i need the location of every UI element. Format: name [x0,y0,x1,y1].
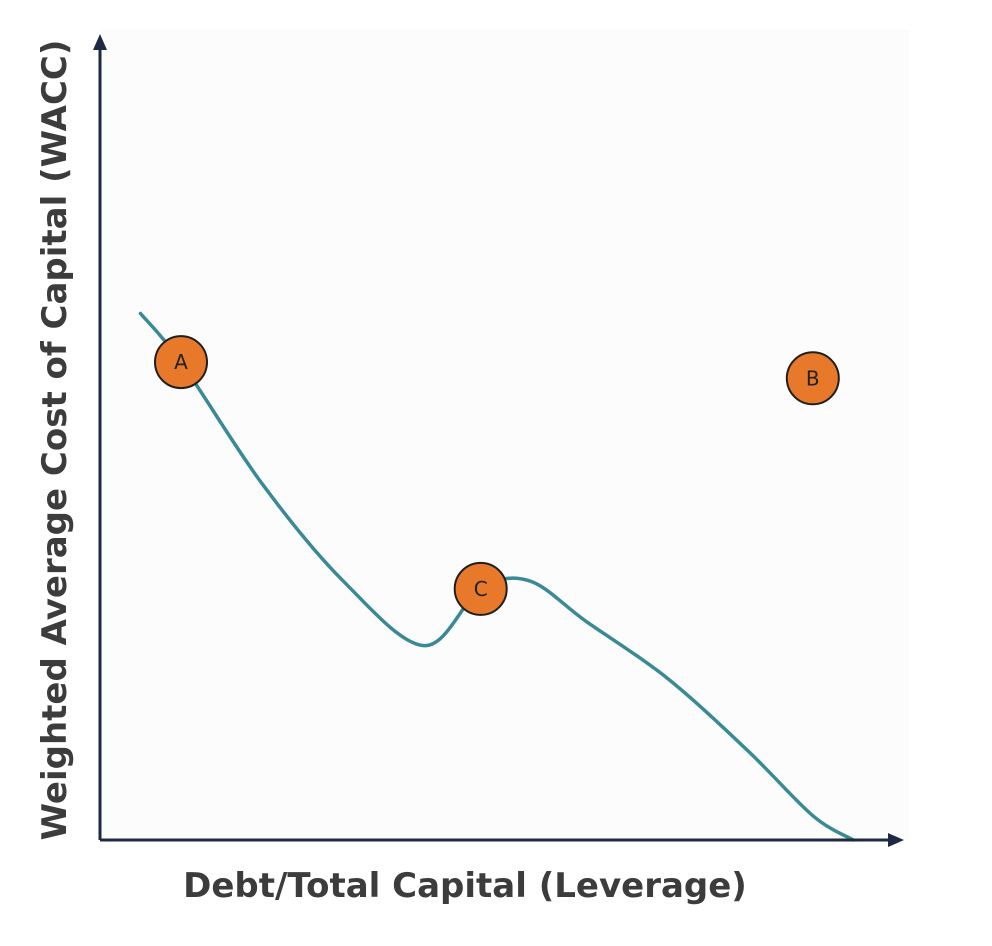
point-circle [453,561,508,616]
y-axis-label: Weighted Average Cost of Capital (WACC) [35,40,75,841]
point-label: C [474,577,488,601]
point-circle [785,351,840,406]
marker-layer: A C B [154,335,840,616]
point-label: B [806,366,820,390]
point-marker-c: C [453,561,508,616]
point-label: A [174,350,188,374]
y-axis-arrowhead [93,34,107,50]
point-marker-a: A [154,335,208,390]
point-circle [154,335,208,390]
x-axis-label: Debt/Total Capital (Leverage) [183,866,747,906]
point-marker-b: B [785,351,840,406]
x-axis-arrowhead [888,833,904,847]
plot-background [100,30,910,840]
